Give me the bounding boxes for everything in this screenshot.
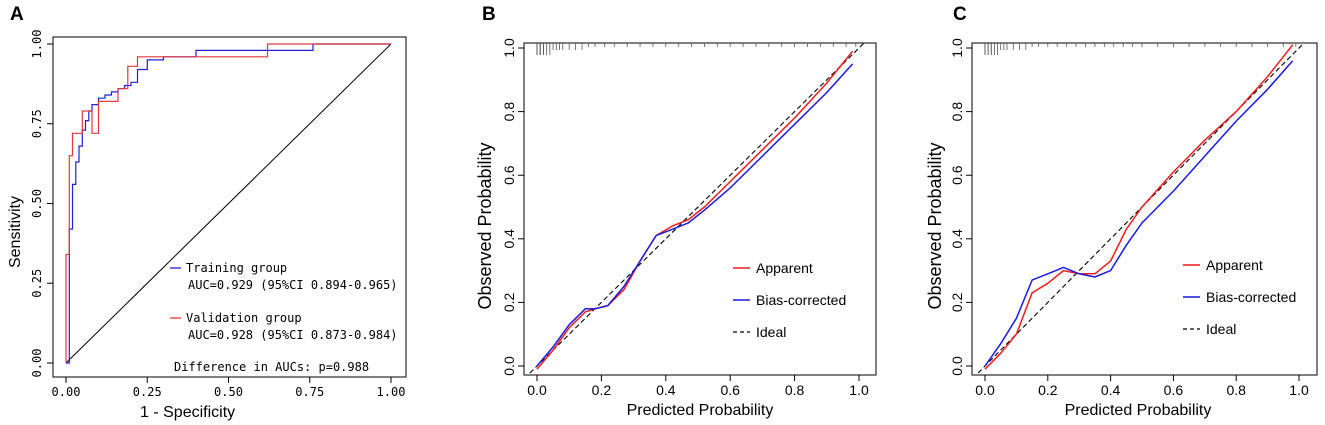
- roc-y-tick-label: 0.50: [30, 189, 44, 218]
- calibration-c-legend-ideal: Ideal: [1206, 321, 1236, 337]
- auc-difference-annotation: Difference in AUCs: p=0.988: [174, 360, 369, 374]
- roc-x-tick-label: 1.00: [377, 385, 406, 399]
- calibration-b-apparent-curve: [536, 50, 854, 370]
- calibration-b-x-tick-label: 0.8: [785, 382, 805, 398]
- calibration-b-plot-frame: [523, 42, 877, 376]
- calibration-c-y-tick-label: 0.6: [949, 165, 965, 185]
- calibration-b-legend-ideal: Ideal: [756, 324, 786, 340]
- calibration-b-y-tick-label: 0.8: [501, 102, 517, 122]
- calibration-c-x-axis-label: Predicted Probability: [1065, 402, 1212, 419]
- roc-panel: 1 - Specificity Sensitivity 0.00 0.25 0.50…: [7, 30, 407, 421]
- calibration-c-legend-bias-corrected: Bias-corrected: [1206, 289, 1296, 305]
- calibration-c-x-tick-label: 0.8: [1226, 382, 1246, 398]
- roc-x-tick-label: 0.50: [214, 385, 243, 399]
- validation-legend-label: Validation group: [186, 311, 302, 325]
- calibration-b-y-axis-label: Observed Probability: [475, 142, 495, 309]
- calibration-c-y-tick-label: 0.2: [949, 292, 965, 312]
- calibration-panel-b: Predicted Probability Observed Probabili…: [475, 38, 877, 419]
- panel-label-b: B: [482, 4, 496, 25]
- calibration-b-x-tick-label: 0.2: [592, 382, 612, 398]
- calibration-b-y-tick-label: 0.4: [501, 229, 517, 249]
- calibration-c-y-tick-label: 0.0: [949, 356, 965, 376]
- calibration-b-bias-corrected-curve: [536, 63, 854, 367]
- calibration-c-x-tick-label: 0.4: [1101, 382, 1121, 398]
- roc-y-axis-label: Sensitivity: [7, 196, 24, 268]
- calibration-b-x-tick-label: 0.6: [720, 382, 740, 398]
- calibration-c-plot-frame: [971, 42, 1318, 376]
- calibration-c-y-axis-label: Observed Probability: [925, 142, 945, 309]
- calibration-c-x-tick-label: 0.6: [1164, 382, 1184, 398]
- roc-validation-curve: [65, 43, 391, 363]
- calibration-c-y-tick-label: 1.0: [949, 38, 965, 58]
- panel-label-c: C: [953, 4, 967, 25]
- training-legend-label: Training group: [186, 261, 287, 275]
- panel-label-a: A: [10, 4, 24, 25]
- calibration-panel-c: Predicted Probability Observed Probabili…: [925, 38, 1318, 419]
- roc-x-axis-label: 1 - Specificity: [140, 404, 235, 421]
- roc-training-curve: [66, 43, 391, 364]
- calibration-c-x-tick-label: 0.0: [975, 382, 995, 398]
- calibration-b-x-tick-label: 0.0: [527, 382, 547, 398]
- calibration-c-apparent-curve: [984, 44, 1294, 370]
- calibration-b-y-tick-label: 1.0: [501, 38, 517, 58]
- calibration-c-x-tick-label: 1.0: [1289, 382, 1309, 398]
- calibration-b-x-tick-label: 1.0: [849, 382, 869, 398]
- roc-y-tick-label: 0.00: [30, 349, 44, 378]
- training-auc-annotation: AUC=0.929 (95%CI 0.894-0.965): [188, 278, 398, 292]
- calibration-c-ideal-line: [975, 43, 1305, 375]
- calibration-c-y-tick-label: 0.4: [949, 229, 965, 249]
- roc-x-tick-label: 0.75: [295, 385, 324, 399]
- roc-reference-diagonal: [65, 43, 392, 364]
- calibration-c-y-tick-label: 0.8: [949, 102, 965, 122]
- calibration-c-bias-corrected-curve: [984, 60, 1294, 367]
- roc-y-tick-label: 0.75: [30, 109, 44, 138]
- roc-y-tick-label: 1.00: [30, 30, 44, 59]
- calibration-b-y-tick-label: 0.0: [501, 356, 517, 376]
- calibration-b-ideal-line: [527, 43, 865, 375]
- roc-y-tick-label: 0.25: [30, 269, 44, 298]
- calibration-b-x-axis-label: Predicted Probability: [627, 402, 774, 419]
- calibration-b-y-tick-label: 0.2: [501, 292, 517, 312]
- roc-plot-frame: [52, 36, 407, 378]
- calibration-b-y-tick-label: 0.6: [501, 165, 517, 185]
- roc-x-tick-label: 0.00: [52, 385, 81, 399]
- calibration-b-legend-apparent: Apparent: [756, 260, 813, 276]
- calibration-b-x-tick-label: 0.4: [656, 382, 676, 398]
- roc-x-tick-label: 0.25: [133, 385, 162, 399]
- calibration-c-legend-apparent: Apparent: [1206, 257, 1263, 273]
- validation-auc-annotation: AUC=0.928 (95%CI 0.873-0.984): [188, 328, 398, 342]
- calibration-b-legend-bias-corrected: Bias-corrected: [756, 292, 846, 308]
- calibration-c-x-tick-label: 0.2: [1038, 382, 1058, 398]
